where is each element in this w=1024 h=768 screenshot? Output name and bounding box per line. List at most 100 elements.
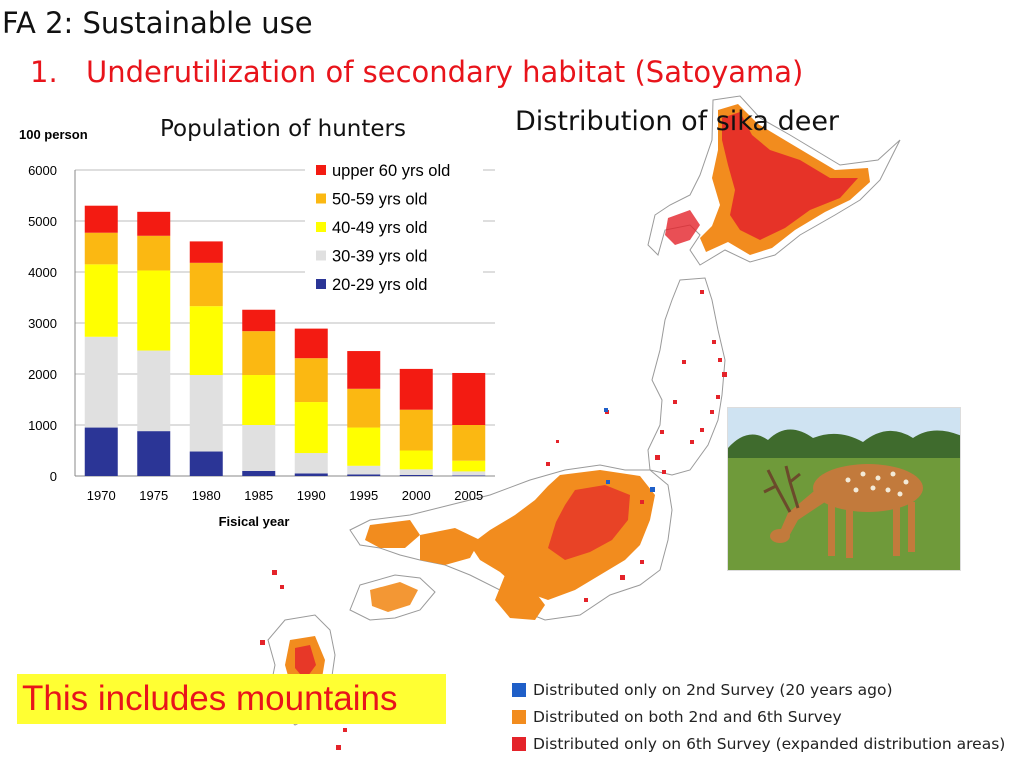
y-axis-label: 100 person [19,127,88,142]
y-tick-label: 4000 [28,265,57,280]
legend-swatch-orange [512,709,526,724]
map-region-hokkaido-expanded [722,112,858,240]
bar-segment [189,451,223,476]
y-tick-label: 3000 [28,316,57,331]
y-tick-label: 0 [50,469,57,484]
deer-photo [727,407,961,571]
map-legend-label: Distributed only on 2nd Survey (20 years… [533,680,893,699]
bar-segment [399,368,433,410]
bar-segment [242,309,276,332]
map-region-shikoku-both [370,582,418,612]
bar-segment [452,460,486,472]
bar-segment [137,211,171,236]
legend-label: 30-39 yrs old [332,248,427,266]
x-tick-label: 2005 [454,488,483,503]
hunter-population-chart: 0 1000 2000 3000 4000 5000 6000 100 person 1970 1… [19,127,495,529]
map-coast-tohoku [647,277,726,476]
callout-note: This includes mountains [17,674,446,724]
map-region-blue-dots [604,408,655,492]
map-coast-hokkaido [647,95,901,266]
bar-segment [189,375,223,452]
bar-segment [242,425,276,471]
bar-segment [84,336,118,428]
x-tick-label: 1980 [192,488,221,503]
bar-segment [84,232,118,265]
bar-segment [242,375,276,425]
bar-segment [137,350,171,432]
map-legend-label: Distributed only on 6th Survey (expanded… [533,734,1006,753]
map-legend-label: Distributed on both 2nd and 6th Survey [533,707,842,726]
x-tick-label: 1990 [297,488,326,503]
map-region-hokkaido-southwest [665,210,700,245]
map-legend: Distributed only on 2nd Survey (20 years… [512,676,1022,757]
map-region-central-expanded [548,485,630,560]
legend-label: upper 60 yrs old [332,162,450,180]
bar-segment [294,402,328,454]
y-tick-label: 2000 [28,367,57,382]
bar-segment [347,427,381,466]
bar-segment [347,465,381,475]
map-title: Distribution of sika deer [515,106,840,137]
legend-swatch-red [512,736,526,751]
legend-label: 20-29 yrs old [332,276,427,294]
x-tick-label: 1995 [349,488,378,503]
bar-segment [84,205,118,233]
slide-title: FA 2: Sustainable use [2,6,313,40]
bar-segment [294,453,328,474]
bar-segment [399,409,433,451]
bar-segment [294,473,328,476]
y-tick-label: 6000 [28,163,57,178]
bar-segment [189,262,223,307]
bar-segment [294,358,328,403]
slide-subtitle: 1. Underutilization of secondary habitat … [30,55,803,89]
chart-title: Population of hunters [160,116,406,142]
deer-spots [845,471,909,497]
bar-segment [189,241,223,263]
bar-segment [347,388,381,428]
bar-segment [189,306,223,376]
bar-segment [347,474,381,476]
x-tick-label: 1985 [244,488,273,503]
subtitle-number: 1. [30,55,58,89]
legend-swatch [316,165,326,175]
bar-segment [137,431,171,476]
legend-label: 40-49 yrs old [332,219,427,237]
deer-figure [770,464,923,558]
map-region-kii-both [495,575,545,620]
bar-segment [242,470,276,476]
legend-label: 50-59 yrs old [332,191,427,209]
map-legend-item: Distributed on both 2nd and 6th Survey [512,703,1022,730]
bar-segment [399,450,433,470]
x-tick-label: 2000 [402,488,431,503]
map-coast-shikoku [349,574,436,621]
bar-segment [452,425,486,461]
bar-segment [137,235,171,271]
bar-segment [84,427,118,476]
map-region-tohoku-dots [605,290,727,444]
y-tick-label: 1000 [28,418,57,433]
legend-swatch [316,279,326,289]
photo-trees [728,429,960,463]
map-legend-item: Distributed only on 6th Survey (expanded… [512,730,1022,757]
x-tick-label: 1975 [139,488,168,503]
legend-box [305,158,483,300]
map-region-kyushu-expanded [295,645,316,680]
bar-segment [84,264,118,337]
bar-segment [399,474,433,476]
map-legend-item: Distributed only on 2nd Survey (20 years… [512,676,1022,703]
y-tick-label: 5000 [28,214,57,229]
deer-antlers [763,465,801,513]
bar-segment [452,475,486,476]
x-axis-label: Fisical year [219,514,290,529]
bar-segment [399,469,433,475]
bar-segment [452,471,486,476]
legend-swatch [316,193,326,204]
map-region-south-islands [260,570,347,750]
bar-segment [294,328,328,359]
bar-segment [452,372,486,425]
bar-segment [347,351,381,389]
map-region-chugoku-both [365,520,420,548]
legend-swatch [316,222,326,232]
subtitle-text: Underutilization of secondary habitat (S… [86,55,804,89]
